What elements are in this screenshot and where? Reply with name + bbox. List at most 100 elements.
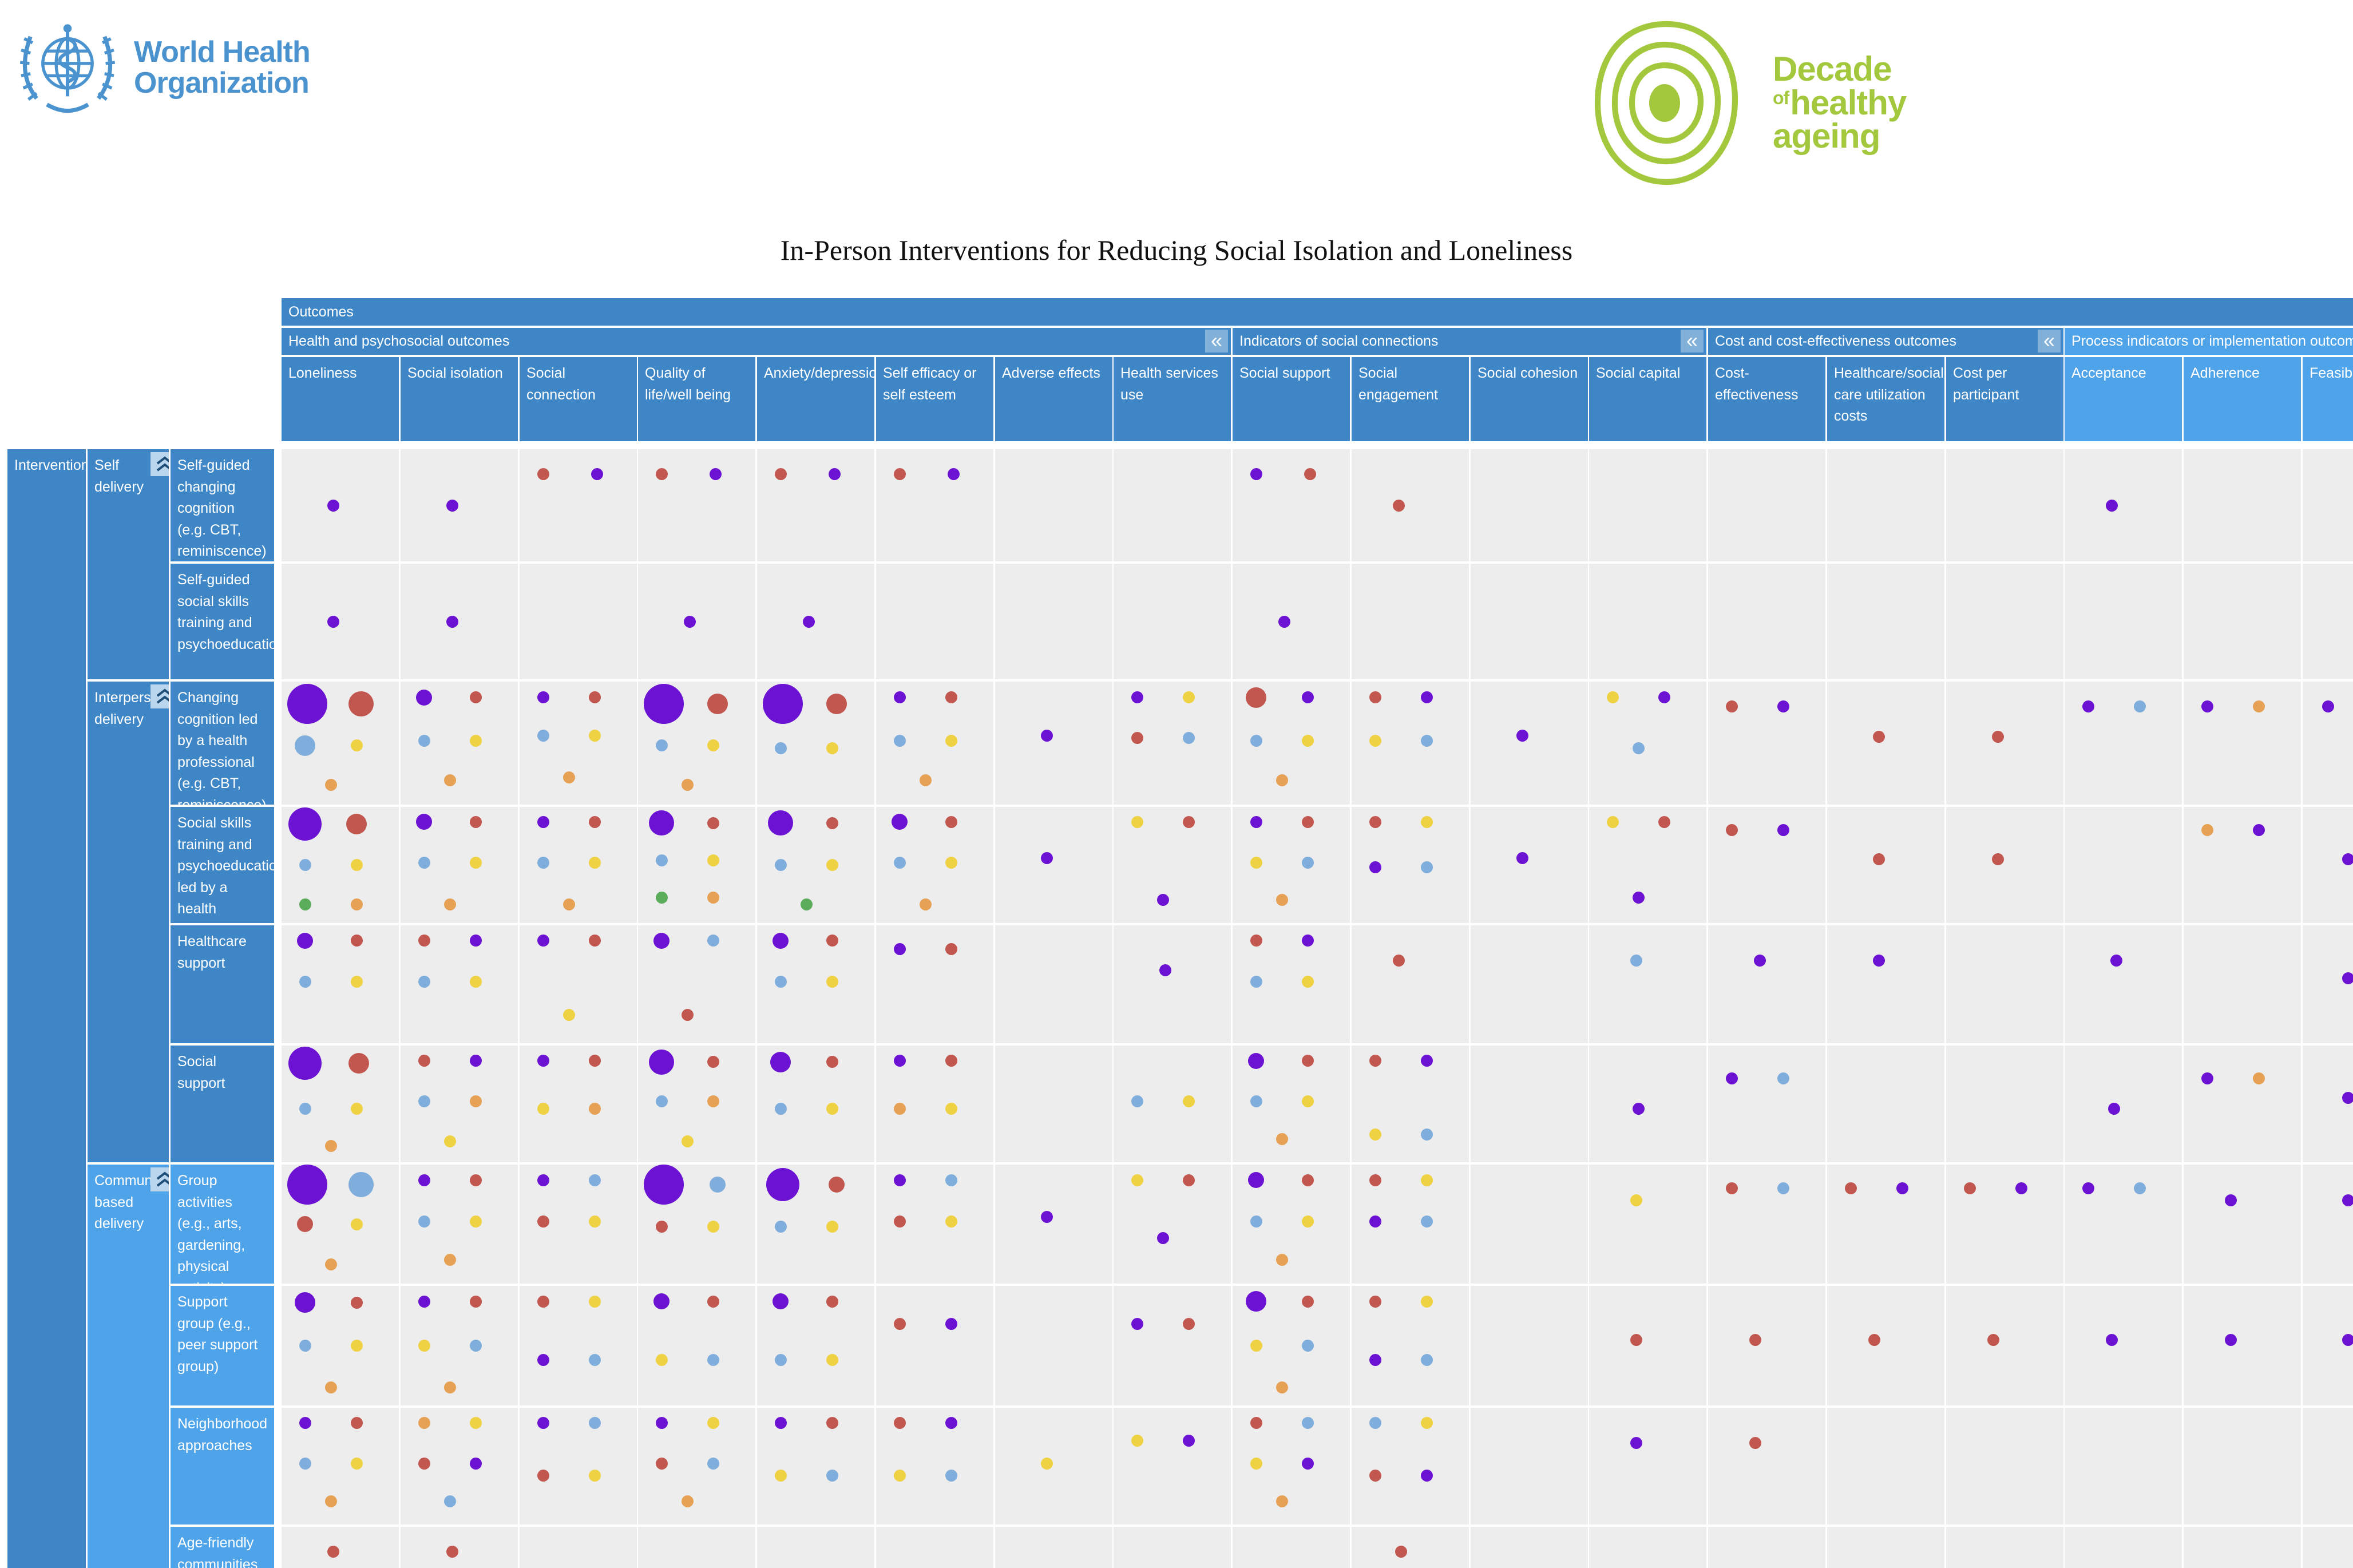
cell-r6-eng[interactable] <box>1352 1046 1469 1162</box>
evidence-dot-purple[interactable] <box>1421 1470 1433 1482</box>
cell-r6-qol[interactable] <box>638 1046 755 1162</box>
evidence-dot-yellow[interactable] <box>1369 735 1381 747</box>
evidence-dot-orange[interactable] <box>444 1381 456 1393</box>
evidence-dot-yellow[interactable] <box>656 1354 668 1366</box>
cell-r6-acc[interactable] <box>2065 1046 2182 1162</box>
evidence-dot-orange[interactable] <box>1276 1495 1288 1507</box>
evidence-dot-yellow[interactable] <box>351 739 363 751</box>
cell-r10-eng[interactable] <box>1352 1527 1469 1568</box>
evidence-dot-red[interactable] <box>1369 1296 1381 1308</box>
evidence-dot-orange[interactable] <box>325 779 337 791</box>
cell-r1-lon[interactable] <box>282 449 399 561</box>
evidence-dot-red[interactable] <box>1873 853 1885 865</box>
evidence-dot-red[interactable] <box>537 1296 549 1308</box>
cell-r2-acc[interactable] <box>2065 564 2182 679</box>
cell-r3-lon[interactable] <box>282 682 399 805</box>
evidence-dot-red[interactable] <box>351 1297 363 1309</box>
evidence-dot-light-blue[interactable] <box>707 1354 719 1366</box>
evidence-dot-yellow[interactable] <box>589 1296 601 1308</box>
evidence-dot-light-blue[interactable] <box>537 857 549 869</box>
evidence-dot-yellow[interactable] <box>589 857 601 869</box>
evidence-dot-light-blue[interactable] <box>299 1458 311 1470</box>
evidence-dot-light-blue[interactable] <box>1630 955 1642 967</box>
evidence-dot-yellow[interactable] <box>945 1103 957 1115</box>
evidence-dot-purple[interactable] <box>948 468 960 480</box>
evidence-dot-light-blue[interactable] <box>1369 1417 1381 1429</box>
cell-r4-hsu[interactable] <box>1114 807 1231 923</box>
evidence-dot-light-blue[interactable] <box>894 857 906 869</box>
evidence-dot-purple[interactable] <box>894 691 906 703</box>
cell-r10-hsu[interactable] <box>1114 1527 1231 1568</box>
evidence-dot-red[interactable] <box>894 1215 906 1228</box>
evidence-dot-light-blue[interactable] <box>1421 1354 1433 1366</box>
cell-r1-conn[interactable] <box>520 449 637 561</box>
evidence-dot-purple[interactable] <box>446 500 458 512</box>
cell-r2-adh[interactable] <box>2184 564 2301 679</box>
cell-r4-eff[interactable] <box>876 807 993 923</box>
evidence-dot-light-blue[interactable] <box>775 1221 787 1233</box>
evidence-dot-red[interactable] <box>1183 1318 1195 1330</box>
cell-r7-hc[interactable] <box>1827 1165 1944 1284</box>
evidence-dot-red[interactable] <box>656 1221 668 1233</box>
evidence-dot-purple[interactable] <box>653 1293 670 1309</box>
evidence-dot-purple[interactable] <box>446 616 458 628</box>
evidence-dot-light-blue[interactable] <box>418 976 430 988</box>
evidence-dot-yellow[interactable] <box>470 976 482 988</box>
evidence-dot-yellow[interactable] <box>537 1103 549 1115</box>
cell-r4-iso[interactable] <box>401 807 518 923</box>
evidence-dot-orange[interactable] <box>325 1258 337 1270</box>
cell-r3-eng[interactable] <box>1352 682 1469 805</box>
cell-r9-eng[interactable] <box>1352 1408 1469 1525</box>
evidence-dot-yellow[interactable] <box>707 1221 719 1233</box>
evidence-dot-purple[interactable] <box>1754 955 1766 967</box>
cell-r4-acc[interactable] <box>2065 807 2182 923</box>
evidence-dot-purple[interactable] <box>649 810 674 836</box>
evidence-dot-purple[interactable] <box>684 616 696 628</box>
evidence-dot-yellow[interactable] <box>1421 1417 1433 1429</box>
evidence-dot-orange[interactable] <box>470 1095 482 1107</box>
evidence-dot-yellow[interactable] <box>826 1354 838 1366</box>
evidence-dot-light-blue[interactable] <box>1250 735 1262 747</box>
cell-r2-lon[interactable] <box>282 564 399 679</box>
evidence-dot-purple[interactable] <box>537 1174 549 1186</box>
cell-r9-conn[interactable] <box>520 1408 637 1525</box>
evidence-dot-purple[interactable] <box>537 935 549 947</box>
evidence-dot-yellow[interactable] <box>826 1221 838 1233</box>
evidence-dot-yellow[interactable] <box>589 1470 601 1482</box>
cell-r8-conn[interactable] <box>520 1286 637 1405</box>
cell-r8-eff[interactable] <box>876 1286 993 1405</box>
evidence-dot-yellow[interactable] <box>351 859 363 871</box>
cell-r7-coh[interactable] <box>1471 1165 1588 1284</box>
evidence-dot-purple[interactable] <box>945 1417 957 1429</box>
evidence-dot-purple[interactable] <box>2342 972 2353 984</box>
evidence-dot-red[interactable] <box>1868 1334 1880 1346</box>
cell-r9-adh[interactable] <box>2184 1408 2301 1525</box>
evidence-dot-purple[interactable] <box>537 1417 549 1429</box>
evidence-dot-purple[interactable] <box>1302 1458 1314 1470</box>
evidence-dot-light-blue[interactable] <box>945 1174 957 1186</box>
cell-r10-cap[interactable] <box>1589 1527 1706 1568</box>
evidence-dot-red[interactable] <box>1183 816 1195 828</box>
evidence-dot-purple[interactable] <box>1658 691 1670 703</box>
cell-r7-cap[interactable] <box>1589 1165 1706 1284</box>
evidence-dot-purple[interactable] <box>894 1174 906 1186</box>
cell-r6-cpp[interactable] <box>1946 1046 2063 1162</box>
evidence-dot-orange[interactable] <box>444 774 456 786</box>
evidence-dot-light-blue[interactable] <box>589 1174 601 1186</box>
evidence-dot-light-blue[interactable] <box>1421 861 1433 873</box>
evidence-dot-purple[interactable] <box>288 807 322 841</box>
cell-r8-qol[interactable] <box>638 1286 755 1405</box>
evidence-dot-light-blue[interactable] <box>299 1340 311 1352</box>
evidence-dot-yellow[interactable] <box>1630 1194 1642 1206</box>
evidence-dot-yellow[interactable] <box>1183 691 1195 703</box>
evidence-dot-purple[interactable] <box>297 933 313 949</box>
cell-r5-eff[interactable] <box>876 925 993 1043</box>
evidence-dot-purple[interactable] <box>287 684 327 724</box>
cell-r2-hsu[interactable] <box>1114 564 1231 679</box>
cell-r8-cpp[interactable] <box>1946 1286 2063 1405</box>
cell-r4-ce[interactable] <box>1708 807 1825 923</box>
evidence-dot-purple[interactable] <box>2225 1334 2237 1346</box>
evidence-dot-light-blue[interactable] <box>589 1417 601 1429</box>
evidence-dot-light-blue[interactable] <box>656 739 668 751</box>
evidence-dot-light-blue[interactable] <box>707 1458 719 1470</box>
